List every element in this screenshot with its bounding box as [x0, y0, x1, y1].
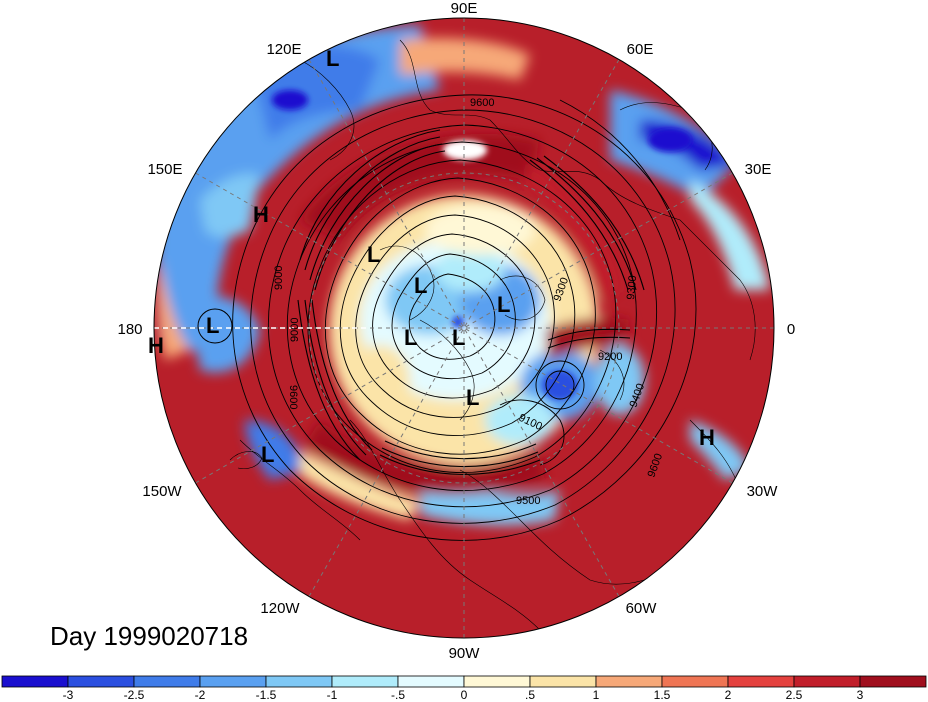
colorbar-swatch	[661, 675, 729, 688]
graticule	[154, 18, 774, 638]
low-circle	[197, 308, 233, 344]
lon-label-90w: 90W	[449, 645, 481, 662]
pressure-system-label: L	[367, 242, 380, 267]
colorbar-swatch	[727, 675, 795, 688]
colorbar-tick-label: 2.5	[786, 688, 803, 702]
colorbar-swatch	[859, 675, 927, 688]
lon-label-60e: 60E	[627, 41, 654, 58]
pressure-system-label: L	[404, 325, 417, 350]
coastlines	[229, 39, 756, 631]
lon-label-180: 180	[117, 321, 142, 338]
contour-label: 9300	[625, 275, 639, 300]
lon-label-150e: 150E	[147, 161, 182, 178]
colorbar-tick-label: 3	[857, 688, 864, 702]
colorbar-swatch	[1, 675, 69, 688]
colorbar-tick-label: 2	[725, 688, 732, 702]
pressure-system-label: H	[699, 425, 715, 450]
colorbar-swatch	[529, 675, 597, 688]
pressure-system-label: L	[452, 325, 465, 350]
pressure-system-label: L	[466, 385, 479, 410]
colorbar-tick-label: -2	[195, 688, 206, 702]
contour-label: 9500	[516, 495, 540, 507]
lon-label-60w: 60W	[626, 600, 658, 617]
longitude-labels: 90E 120E 60E 150E 30E 180 0 150W 30W 120…	[117, 0, 795, 662]
height-contours	[232, 94, 697, 541]
colorbar-tick-label: -1.5	[256, 688, 277, 702]
colorbar-tick-label: .5	[525, 688, 535, 702]
pressure-system-label: H	[148, 333, 164, 358]
contour-label: 9600	[470, 97, 494, 109]
colorbar-swatch	[463, 675, 531, 688]
contour-label: 9000	[273, 266, 285, 290]
pressure-system-label: L	[497, 292, 510, 317]
colorbar: -3 -2.5 -2 -1.5 -1 -.5 0 .5 1 1.5 2 2.5 3	[1, 675, 927, 702]
contour-labels: 9600 9300 9300 9000 9000 9200 9600 9100 …	[273, 97, 665, 507]
pressure-system-markers: L H L L L L L L L H L H	[148, 46, 715, 467]
colorbar-tick-label: 0	[461, 688, 468, 702]
contour-label: 9200	[598, 351, 622, 363]
colorbar-tick-label: -3	[63, 688, 74, 702]
lon-label-0: 0	[787, 321, 795, 338]
contour-label: 9000	[289, 318, 301, 342]
lon-label-90e: 90E	[451, 0, 478, 17]
map-title: Day 1999020718	[50, 621, 248, 651]
pressure-system-label: L	[414, 273, 427, 298]
lon-label-30e: 30E	[745, 161, 772, 178]
colorbar-swatch	[67, 675, 135, 688]
lon-label-150w: 150W	[142, 483, 182, 500]
pressure-system-label: L	[261, 442, 274, 467]
colorbar-swatch	[331, 675, 399, 688]
colorbar-tick-label: 1.5	[654, 688, 671, 702]
contour-label: 9600	[287, 385, 299, 409]
map-border	[153, 17, 775, 639]
colorbar-swatch	[265, 675, 333, 688]
colorbar-swatch	[199, 675, 267, 688]
colorbar-swatch	[397, 675, 465, 688]
colorbar-tick-label: -1	[327, 688, 338, 702]
colorbar-swatch	[793, 675, 861, 688]
lon-label-120e: 120E	[266, 41, 301, 58]
lon-label-30w: 30W	[747, 483, 779, 500]
colorbar-swatch	[133, 675, 201, 688]
pressure-system-label: L	[326, 46, 339, 71]
colorbar-tick-label: 1	[593, 688, 600, 702]
colorbar-tick-label: -2.5	[124, 688, 145, 702]
colorbar-tick-label: -.5	[391, 688, 405, 702]
pressure-system-label: H	[253, 202, 269, 227]
pressure-system-label: L	[206, 313, 219, 338]
lon-label-120w: 120W	[260, 600, 300, 617]
colorbar-swatch	[595, 675, 663, 688]
